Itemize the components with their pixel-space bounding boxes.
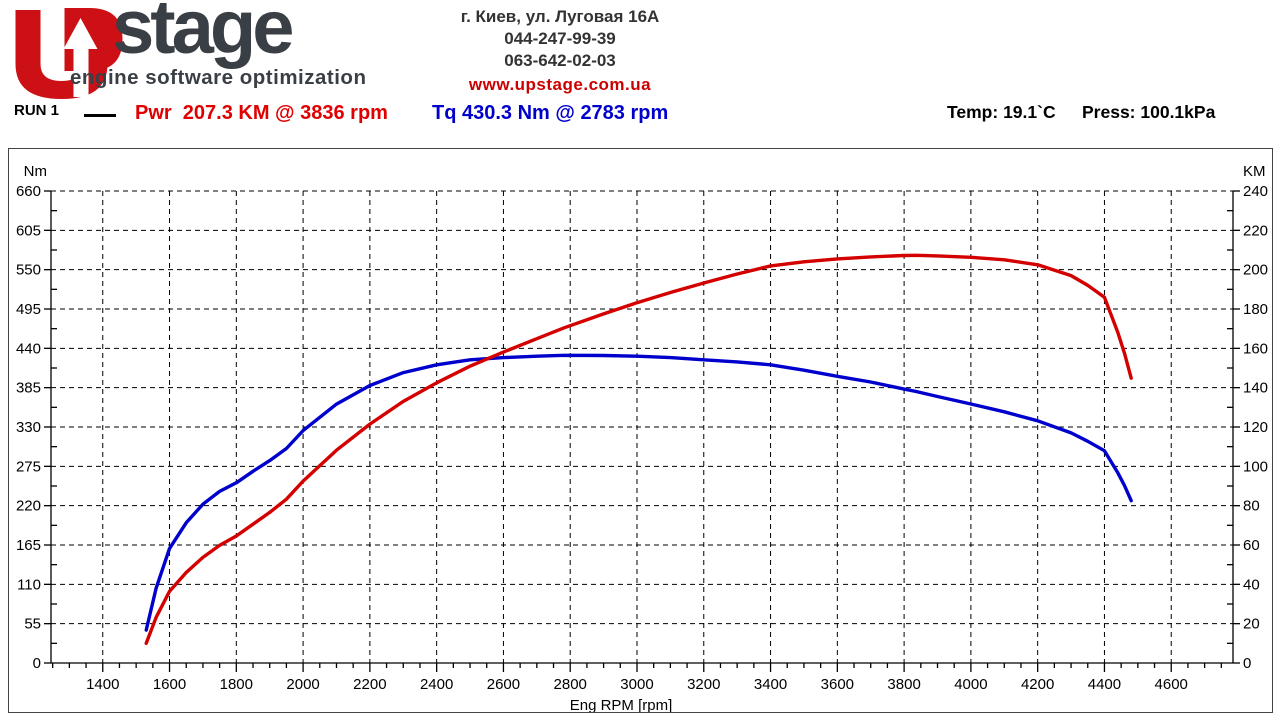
- svg-text:3400: 3400: [754, 676, 787, 693]
- svg-text:660: 660: [16, 183, 41, 200]
- power-peak-text: Pwr 207.3 KM @ 3836 rpm: [135, 102, 388, 124]
- svg-text:220: 220: [1243, 222, 1268, 239]
- chart-panel: 1400 1600 1800 2000 2200 2400 2600 2800 3000 3200…: [8, 148, 1273, 714]
- curve-torque: [144, 353, 1133, 632]
- svg-text:165: 165: [16, 537, 41, 554]
- svg-text:160: 160: [1243, 340, 1268, 357]
- svg-text:Eng RPM [rpm]: Eng RPM [rpm]: [570, 697, 673, 712]
- phone-line-1: 044-247-99-39: [504, 29, 616, 48]
- curve-power: [144, 253, 1133, 645]
- svg-text:385: 385: [16, 380, 41, 397]
- dyno-chart: 1400 1600 1800 2000 2200 2400 2600 2800 3000 3200…: [16, 163, 1268, 714]
- svg-text:1600: 1600: [153, 676, 186, 693]
- address-line: г. Киев, ул. Луговая 16А: [460, 7, 660, 26]
- logo-arrow-shaft: [73, 46, 89, 97]
- svg-text:20: 20: [1243, 616, 1260, 633]
- svg-text:Nm: Nm: [24, 163, 47, 180]
- pressure-reading: Press: 100.1kPa: [1082, 102, 1216, 122]
- svg-text:2000: 2000: [286, 676, 319, 693]
- svg-text:3800: 3800: [887, 676, 920, 693]
- svg-text:120: 120: [1243, 419, 1268, 436]
- svg-text:110: 110: [17, 576, 41, 593]
- svg-text:440: 440: [16, 340, 41, 357]
- axes: [44, 190, 1240, 672]
- svg-text:495: 495: [16, 301, 41, 318]
- temp-reading: Temp: 19.1`C: [947, 102, 1056, 122]
- svg-text:4000: 4000: [954, 676, 987, 693]
- svg-text:2600: 2600: [487, 676, 520, 693]
- svg-text:3000: 3000: [620, 676, 653, 693]
- logo-arrow-head: [63, 18, 98, 49]
- svg-text:4400: 4400: [1088, 676, 1121, 693]
- svg-text:1400: 1400: [86, 676, 119, 693]
- svg-text:3200: 3200: [687, 676, 720, 693]
- contact-block: г. Киев, ул. Луговая 16А 044-247-99-39 0…: [420, 6, 700, 96]
- svg-text:180: 180: [1243, 301, 1268, 318]
- brand-logo: stage engine software optimization: [8, 0, 438, 99]
- run-legend-line: [84, 114, 116, 117]
- grid: [51, 190, 1233, 663]
- svg-text:0: 0: [33, 655, 41, 672]
- svg-text:220: 220: [16, 498, 41, 515]
- svg-text:2400: 2400: [420, 676, 453, 693]
- svg-text:2800: 2800: [554, 676, 587, 693]
- svg-text:2200: 2200: [353, 676, 386, 693]
- svg-text:240: 240: [1243, 183, 1268, 200]
- svg-text:60: 60: [1243, 537, 1260, 554]
- svg-text:4200: 4200: [1021, 676, 1054, 693]
- svg-text:0: 0: [1243, 655, 1251, 672]
- svg-text:3600: 3600: [821, 676, 854, 693]
- svg-text:100: 100: [1243, 458, 1268, 475]
- svg-text:140: 140: [1243, 380, 1268, 397]
- torque-peak-text: Tq 430.3 Nm @ 2783 rpm: [432, 102, 669, 124]
- website-text: www.upstage.com.ua: [468, 75, 652, 94]
- svg-text:330: 330: [16, 419, 41, 436]
- brand-name: stage: [112, 0, 295, 70]
- svg-text:40: 40: [1243, 576, 1260, 593]
- svg-text:55: 55: [24, 616, 41, 633]
- svg-text:550: 550: [16, 262, 41, 279]
- svg-text:KM: KM: [1243, 163, 1266, 180]
- phone-line-2: 063-642-02-03: [504, 51, 616, 70]
- run-label: RUN 1: [14, 102, 60, 119]
- axis-labels: 1400 1600 1800 2000 2200 2400 2600 2800 3000 3200…: [16, 163, 1268, 714]
- svg-text:1800: 1800: [220, 676, 253, 693]
- svg-text:605: 605: [16, 222, 41, 239]
- svg-text:4600: 4600: [1155, 676, 1188, 693]
- svg-text:275: 275: [16, 458, 41, 475]
- brand-tagline: engine software optimization: [70, 66, 367, 89]
- upstage-logo-icon: [15, 8, 123, 99]
- svg-text:200: 200: [1243, 262, 1268, 279]
- svg-text:80: 80: [1243, 498, 1260, 515]
